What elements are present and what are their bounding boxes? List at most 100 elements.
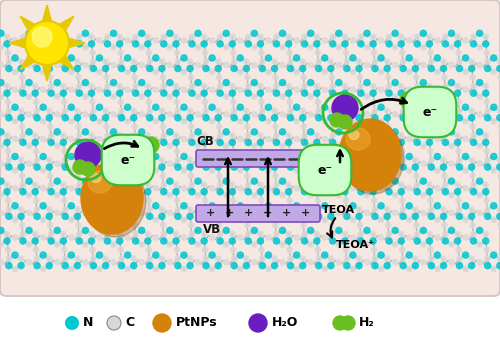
- Circle shape: [110, 227, 116, 234]
- Circle shape: [54, 143, 60, 149]
- Circle shape: [454, 90, 460, 96]
- Circle shape: [442, 133, 448, 138]
- Circle shape: [386, 34, 392, 40]
- Circle shape: [153, 168, 158, 173]
- Circle shape: [217, 238, 223, 244]
- Circle shape: [60, 189, 66, 195]
- Circle shape: [350, 119, 356, 124]
- Circle shape: [440, 115, 446, 121]
- Circle shape: [0, 193, 4, 198]
- Circle shape: [224, 259, 229, 265]
- Circle shape: [490, 252, 497, 258]
- Circle shape: [202, 50, 207, 55]
- Circle shape: [125, 217, 130, 223]
- Circle shape: [400, 65, 406, 72]
- Circle shape: [62, 99, 67, 105]
- Circle shape: [90, 198, 95, 203]
- Circle shape: [406, 87, 412, 92]
- Circle shape: [90, 158, 96, 163]
- Circle shape: [68, 136, 74, 142]
- Circle shape: [88, 238, 94, 244]
- Circle shape: [477, 242, 482, 247]
- Circle shape: [32, 231, 38, 237]
- Circle shape: [46, 158, 52, 163]
- Circle shape: [449, 62, 454, 68]
- Circle shape: [34, 256, 40, 261]
- Circle shape: [159, 213, 165, 219]
- Circle shape: [54, 94, 60, 99]
- Circle shape: [406, 252, 412, 258]
- Ellipse shape: [346, 128, 370, 150]
- Circle shape: [111, 161, 116, 166]
- Circle shape: [364, 79, 370, 86]
- Circle shape: [328, 65, 334, 72]
- Circle shape: [46, 256, 52, 261]
- Circle shape: [482, 139, 489, 146]
- Circle shape: [175, 262, 181, 269]
- Circle shape: [139, 210, 144, 215]
- Circle shape: [188, 256, 192, 261]
- Circle shape: [103, 108, 108, 114]
- Circle shape: [398, 139, 404, 146]
- Circle shape: [454, 238, 460, 244]
- Circle shape: [484, 50, 490, 55]
- Circle shape: [252, 193, 257, 198]
- Circle shape: [230, 198, 236, 203]
- Text: TEOA: TEOA: [322, 205, 355, 215]
- Circle shape: [60, 84, 66, 89]
- Circle shape: [442, 182, 448, 187]
- Circle shape: [6, 149, 10, 154]
- Circle shape: [12, 87, 18, 92]
- Circle shape: [372, 207, 378, 212]
- Circle shape: [0, 62, 4, 68]
- Circle shape: [316, 213, 322, 219]
- Circle shape: [103, 158, 108, 163]
- Circle shape: [259, 99, 264, 105]
- Circle shape: [456, 247, 461, 252]
- Circle shape: [90, 207, 96, 212]
- Circle shape: [384, 164, 390, 170]
- Circle shape: [442, 231, 448, 237]
- Circle shape: [90, 247, 95, 252]
- Circle shape: [110, 30, 116, 36]
- Circle shape: [202, 198, 207, 203]
- Circle shape: [456, 262, 462, 269]
- Circle shape: [356, 213, 362, 219]
- Circle shape: [378, 203, 384, 209]
- Circle shape: [118, 149, 123, 154]
- Circle shape: [218, 231, 222, 237]
- Circle shape: [463, 87, 468, 92]
- Circle shape: [82, 30, 88, 36]
- Circle shape: [370, 84, 376, 89]
- Circle shape: [48, 34, 54, 40]
- Circle shape: [224, 161, 229, 166]
- Circle shape: [302, 238, 308, 244]
- Circle shape: [266, 185, 271, 191]
- Circle shape: [167, 79, 173, 86]
- Circle shape: [117, 231, 122, 237]
- Circle shape: [40, 185, 46, 191]
- Circle shape: [302, 189, 308, 195]
- Circle shape: [300, 213, 306, 219]
- Circle shape: [398, 34, 404, 40]
- Circle shape: [201, 41, 207, 47]
- Circle shape: [483, 34, 488, 40]
- Circle shape: [26, 45, 32, 50]
- Circle shape: [182, 87, 186, 92]
- Circle shape: [457, 256, 462, 261]
- Circle shape: [238, 235, 243, 240]
- Circle shape: [272, 158, 277, 163]
- Circle shape: [280, 79, 285, 86]
- Circle shape: [330, 90, 336, 96]
- Circle shape: [54, 62, 60, 68]
- Circle shape: [125, 235, 130, 240]
- Circle shape: [300, 108, 306, 114]
- Circle shape: [358, 41, 364, 47]
- Circle shape: [97, 267, 102, 272]
- Circle shape: [302, 133, 307, 138]
- Circle shape: [76, 231, 82, 237]
- Circle shape: [26, 178, 32, 184]
- Circle shape: [259, 247, 264, 252]
- Circle shape: [441, 256, 446, 261]
- Circle shape: [350, 55, 356, 61]
